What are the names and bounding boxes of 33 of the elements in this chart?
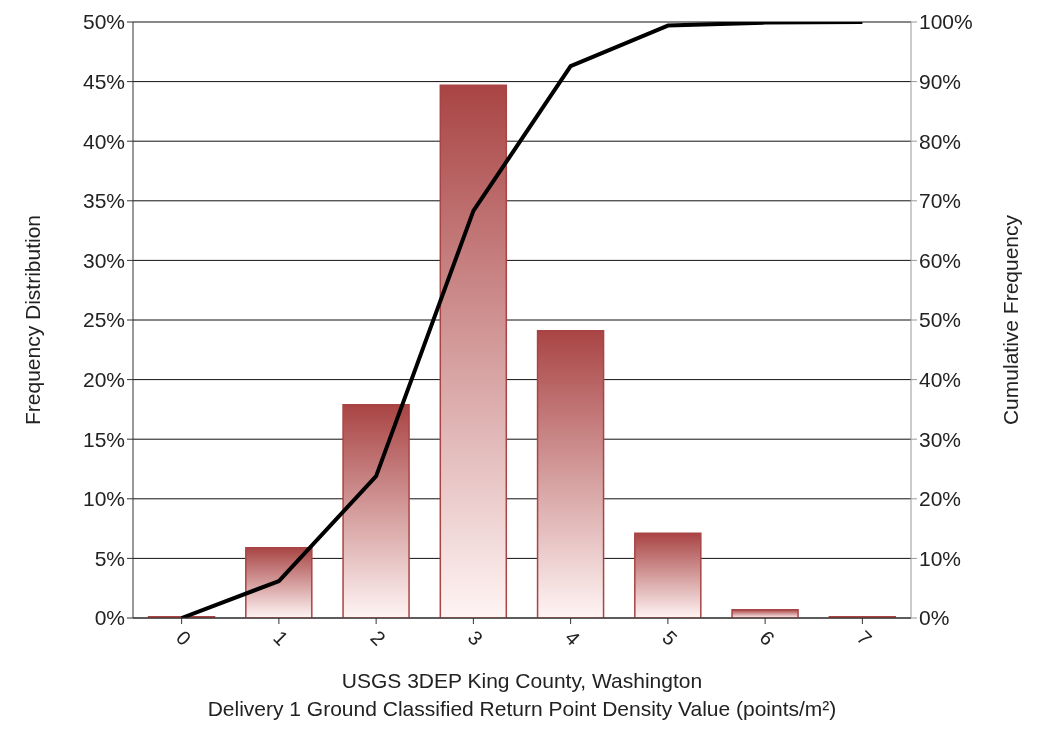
y2-axis-title: Cumulative Frequency (999, 214, 1023, 426)
y-axis-title: Frequency Distribution (21, 214, 45, 426)
y2-tick-label: 80% (919, 129, 962, 153)
x-tick-label: 0 (172, 626, 196, 650)
x-axis-title: USGS 3DEP King County, Washington Delivery 1 Ground Classified Return Point Density Value (points/m²) (207, 669, 837, 720)
y-tick-label: 15% (82, 427, 125, 451)
y-tick-label: 5% (94, 546, 125, 570)
y-tick-label: 45% (82, 70, 125, 94)
y2-tick-label: 30% (919, 427, 962, 451)
y2-tick-label: 90% (919, 70, 962, 94)
y2-tick-label: 40% (919, 368, 962, 392)
y-tick-label: 50% (82, 10, 125, 34)
x-tick-label: 5 (658, 626, 682, 650)
x-tick-label: 2 (366, 626, 390, 650)
x-tick-label: 6 (755, 626, 779, 650)
y-tick-label: 25% (82, 308, 125, 332)
x-tick-label: 3 (463, 626, 488, 650)
y-tick-label: 40% (82, 129, 125, 153)
y2-tick-label: 20% (919, 487, 962, 511)
x-tick-label: 4 (561, 626, 585, 650)
y-tick-label: 10% (82, 487, 125, 511)
y2-tick-label: 0% (919, 606, 950, 630)
y2-tick-label: 60% (919, 248, 962, 272)
y-tick-label: 35% (82, 189, 125, 213)
y-tick-label: 30% (82, 248, 125, 272)
y2-tick-label: 70% (919, 189, 962, 213)
x-tick-label: 1 (269, 626, 293, 650)
x-tick-label: 7 (852, 626, 877, 650)
y-tick-label: 20% (82, 368, 125, 392)
y-tick-label: 0% (94, 606, 125, 630)
y2-tick-label: 10% (919, 546, 962, 570)
y2-tick-label: 100% (919, 10, 973, 34)
y2-tick-label: 50% (919, 308, 962, 332)
